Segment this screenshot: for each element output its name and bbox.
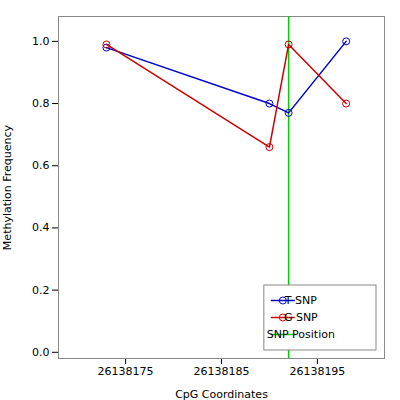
svg-text:1.0: 1.0	[32, 35, 50, 48]
svg-text:26138195: 26138195	[289, 365, 345, 378]
svg-text:0.6: 0.6	[32, 159, 50, 172]
svg-text:0.8: 0.8	[32, 97, 50, 110]
svg-text:T SNP: T SNP	[284, 294, 317, 307]
svg-text:SNP Position: SNP Position	[267, 328, 335, 341]
svg-text:26138175: 26138175	[98, 365, 154, 378]
svg-text:0.4: 0.4	[32, 221, 50, 234]
svg-text:CpG Coordinates: CpG Coordinates	[175, 388, 268, 400]
svg-text:0.0: 0.0	[32, 346, 50, 359]
svg-text:26138185: 26138185	[194, 365, 250, 378]
svg-text:G SNP: G SNP	[284, 311, 318, 324]
svg-text:0.2: 0.2	[32, 284, 50, 297]
svg-text:Methylation Frequency: Methylation Frequency	[1, 124, 14, 250]
